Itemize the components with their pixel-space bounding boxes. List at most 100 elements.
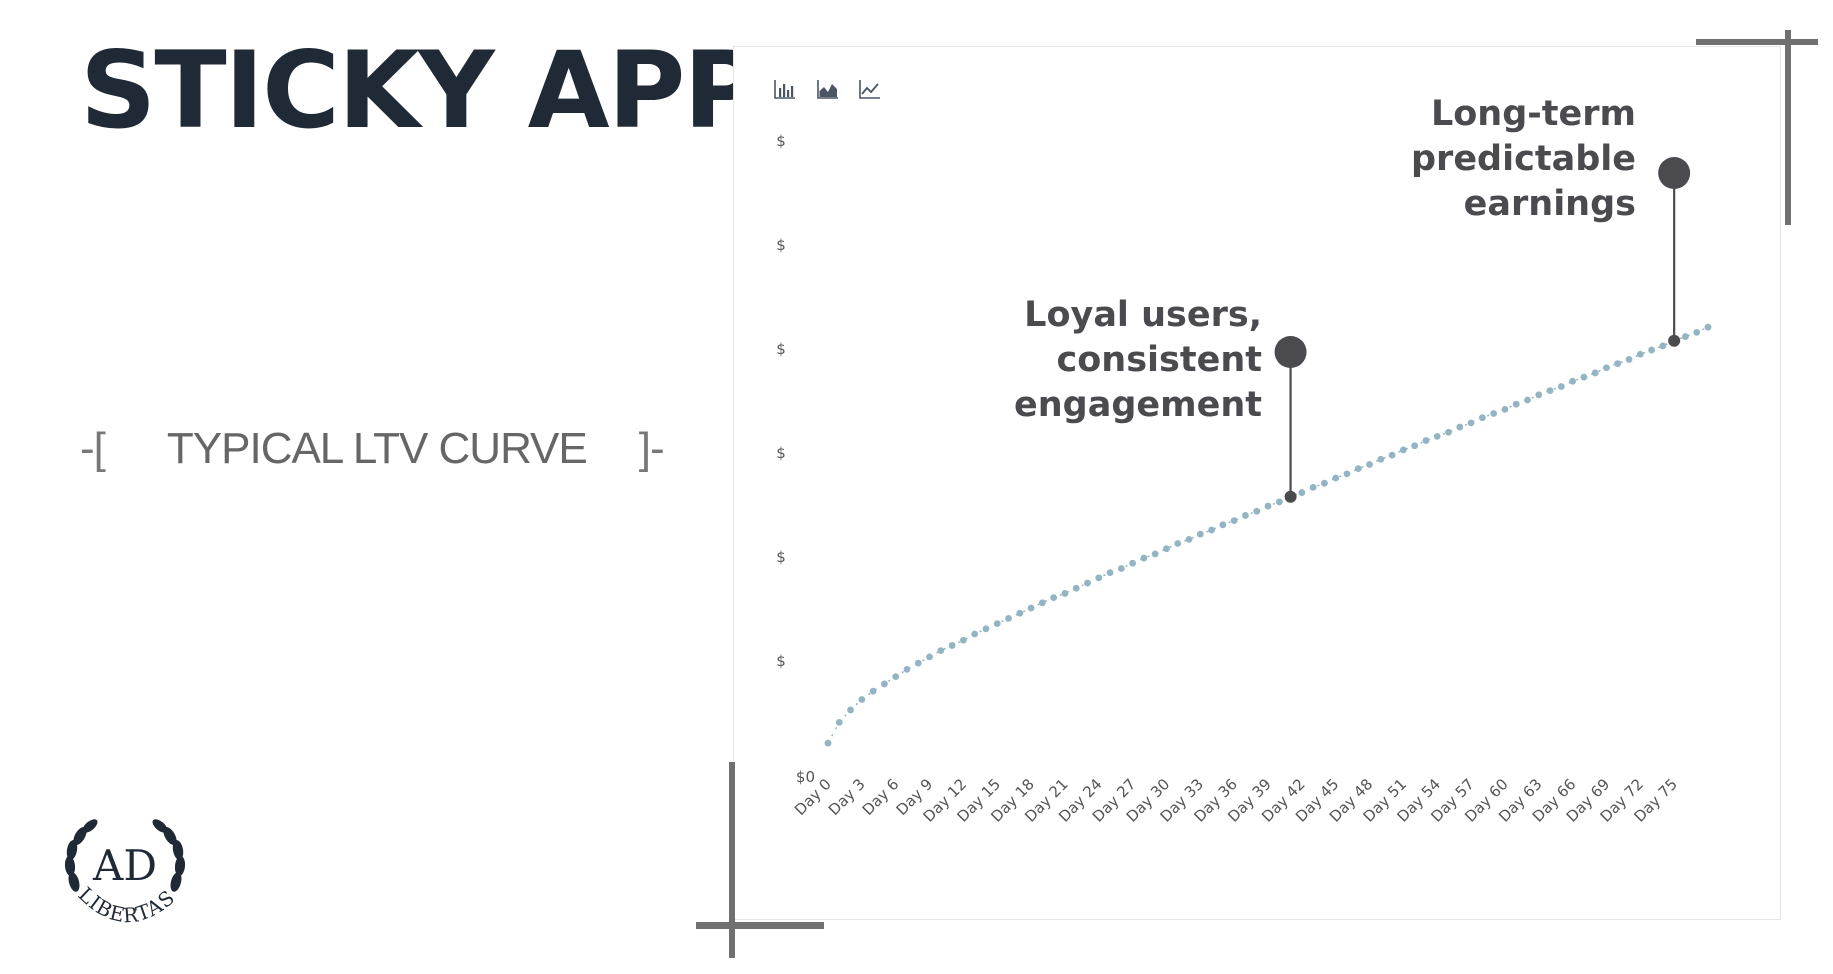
data-point <box>982 625 990 633</box>
y-tick-label: $0 <box>796 768 815 786</box>
data-point <box>1163 545 1170 553</box>
data-point <box>1016 609 1024 617</box>
data-point <box>903 665 911 673</box>
subtitle-open-bracket: -[ <box>80 424 106 473</box>
data-point <box>1321 479 1328 487</box>
data-point <box>1005 615 1012 622</box>
data-point <box>1174 540 1182 547</box>
data-point <box>1275 498 1283 506</box>
data-point <box>1264 502 1272 510</box>
data-point <box>1433 433 1441 440</box>
annotation-label: earnings <box>1464 184 1636 224</box>
data-point <box>1682 333 1689 340</box>
data-point <box>1704 323 1712 331</box>
data-point <box>1242 512 1249 519</box>
bar-chart-icon[interactable] <box>773 78 797 105</box>
chart-subtitle: -[TYPICAL LTV CURVE]- <box>80 424 665 474</box>
data-point <box>858 696 866 703</box>
data-point <box>1614 360 1622 367</box>
data-point <box>1456 423 1464 431</box>
data-point <box>892 673 900 681</box>
y-tick-label: $ <box>776 340 786 358</box>
data-point <box>1084 579 1091 587</box>
data-point <box>959 636 967 644</box>
annotation-label: Loyal users, <box>1024 295 1262 335</box>
data-point <box>881 680 888 688</box>
corner-mark-top-horizontal <box>1696 39 1818 45</box>
annotation: Long-term predictable earnings <box>1411 94 1691 347</box>
x-tick-label: Day 3 <box>825 775 869 819</box>
ltv-series <box>824 323 1712 747</box>
corner-mark-bottom-vertical <box>729 762 735 958</box>
data-point <box>1343 470 1351 478</box>
data-point <box>1185 535 1193 543</box>
area-chart-icon[interactable] <box>816 78 840 105</box>
data-point <box>1298 489 1306 496</box>
data-point <box>971 630 979 638</box>
data-point <box>1422 437 1430 444</box>
data-point <box>1648 346 1655 354</box>
data-point <box>1524 396 1531 404</box>
data-point <box>1569 377 1577 385</box>
data-point <box>926 653 933 661</box>
chart-panel <box>733 46 1781 920</box>
data-point <box>1151 550 1159 558</box>
y-tick-label: $ <box>776 548 786 566</box>
data-point <box>1309 483 1317 491</box>
x-tick-label: Day 6 <box>859 775 903 819</box>
data-point <box>937 647 945 655</box>
data-point <box>1106 569 1114 577</box>
data-point <box>847 706 854 714</box>
data-point <box>1625 356 1633 363</box>
data-point <box>914 659 922 667</box>
data-point <box>1140 554 1148 562</box>
data-point <box>1095 574 1103 582</box>
data-point <box>1230 517 1238 525</box>
annotation-label: engagement <box>1014 385 1262 425</box>
data-point <box>1377 455 1385 463</box>
data-point <box>869 687 877 695</box>
data-point <box>1399 446 1407 454</box>
data-point <box>1636 350 1644 358</box>
subtitle-text: TYPICAL LTV CURVE <box>166 424 588 473</box>
data-point <box>1445 428 1452 436</box>
logo-text-top: AD <box>92 841 157 890</box>
data-point <box>1501 405 1509 413</box>
data-point <box>1354 465 1362 473</box>
data-point <box>1512 400 1520 408</box>
data-point <box>993 620 1001 627</box>
data-point <box>1467 419 1475 427</box>
data-point <box>1219 521 1227 529</box>
data-point <box>1038 599 1046 607</box>
data-point <box>1478 414 1486 422</box>
data-point <box>1061 590 1069 597</box>
data-point <box>948 642 956 649</box>
data-point <box>1366 461 1373 468</box>
corner-mark-top-vertical <box>1785 30 1791 225</box>
y-tick-label: $ <box>776 444 786 462</box>
data-point <box>824 739 832 747</box>
series-line <box>827 326 1709 744</box>
y-tick-label: $ <box>776 236 786 254</box>
data-point <box>1580 373 1588 381</box>
line-chart-icon[interactable] <box>858 78 882 105</box>
data-point <box>1196 530 1204 538</box>
data-point <box>1659 342 1667 350</box>
y-tick-label: $ <box>776 132 786 150</box>
data-point <box>1050 594 1058 601</box>
slide-title: STICKY APPS <box>80 29 835 152</box>
data-point <box>1693 329 1701 336</box>
data-point <box>1129 559 1137 567</box>
y-axis: $0 $ $ $ $ $ $ <box>776 132 815 786</box>
annotation-label: predictable <box>1411 139 1636 179</box>
corner-mark-bottom-horizontal <box>696 922 824 929</box>
annotation-marker <box>1658 157 1691 189</box>
data-point <box>1332 474 1340 482</box>
data-point <box>1546 387 1554 395</box>
y-tick-label: $ <box>776 652 786 670</box>
annotation-marker <box>1274 336 1307 368</box>
data-point <box>1388 451 1396 459</box>
data-point <box>1411 442 1419 450</box>
